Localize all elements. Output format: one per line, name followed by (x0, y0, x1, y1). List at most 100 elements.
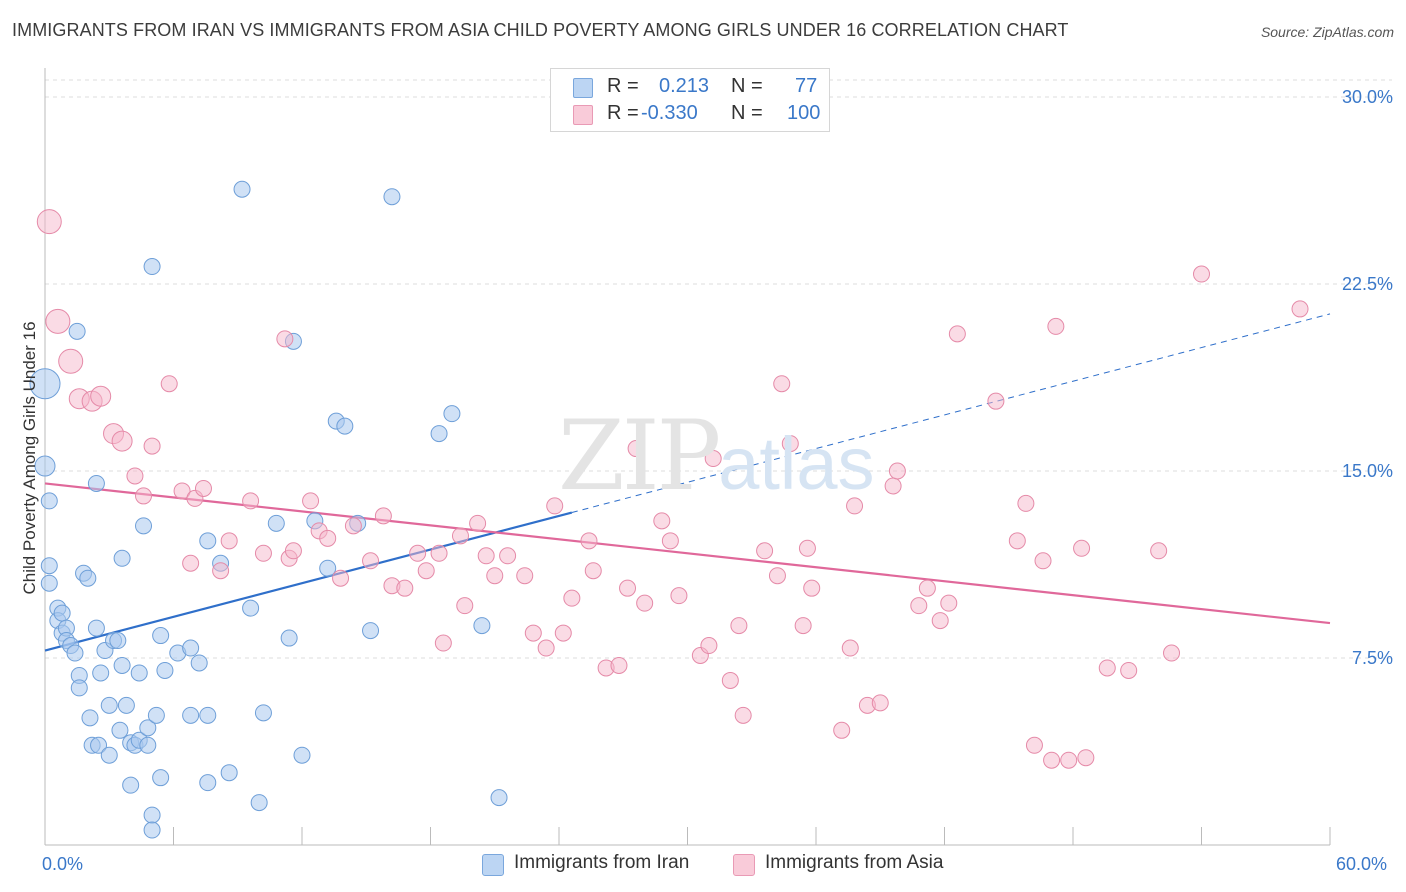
data-point-asia (940, 594, 958, 612)
data-point-asia (730, 617, 748, 635)
data-point-iran (40, 492, 58, 510)
data-point-asia (987, 392, 1005, 410)
data-point-asia (756, 542, 774, 560)
data-point-iran (113, 656, 131, 674)
data-point-iran (190, 654, 208, 672)
data-point-asia (319, 529, 337, 547)
data-point-asia (931, 612, 949, 630)
y-tick-labels: 7.5% 15.0% 22.5% 30.0% (1342, 87, 1393, 668)
data-point-asia (768, 567, 786, 585)
data-point-asia (332, 569, 350, 587)
data-point-asia (254, 544, 272, 562)
legend-r-label: R = (607, 102, 639, 124)
bottom-legend-swatch-iran (482, 854, 504, 876)
data-point-asia (580, 532, 598, 550)
grid-lines (45, 79, 1392, 659)
legend-r-value: 0.213 (659, 75, 710, 97)
data-point-asia (344, 517, 362, 535)
watermark-zip: ZIP (558, 400, 721, 512)
data-point-iran (53, 604, 71, 622)
watermark: ZIPatlas (558, 400, 875, 512)
data-point-asia (546, 497, 564, 515)
data-point-asia (781, 435, 799, 453)
legend-n-value: 77 (795, 75, 818, 97)
data-point-asia (1193, 265, 1210, 283)
data-point-iran (40, 557, 58, 575)
data-point-asia (194, 479, 212, 497)
data-point-asia (773, 375, 791, 393)
data-point-asia (803, 579, 821, 597)
y-axis-label: Child Poverty Among Girls Under 16 (20, 321, 39, 595)
y-tick-label: 30.0% (1342, 87, 1393, 107)
data-point-asia (1043, 751, 1061, 769)
legend-swatch-iran (573, 78, 593, 98)
data-point-asia (841, 639, 859, 657)
data-point-asia (721, 671, 739, 689)
data-point-asia (434, 634, 452, 652)
data-point-asia (1150, 542, 1168, 560)
data-point-iran (254, 704, 272, 722)
data-point-iran (92, 664, 110, 682)
data-point-asia (554, 624, 572, 642)
data-point-iran (130, 664, 148, 682)
data-point-asia (627, 440, 645, 458)
data-point-asia (477, 547, 495, 565)
data-point-iran (430, 425, 448, 443)
bottom-legend-label-asia: Immigrants from Asia (765, 852, 944, 873)
data-point-iran (233, 180, 251, 198)
data-point-asia (111, 430, 133, 452)
data-point-iran (100, 696, 118, 714)
data-point-asia (1034, 552, 1052, 570)
data-point-iran (100, 746, 118, 764)
legend-n-label: N = (731, 102, 763, 124)
data-point-iran (383, 188, 401, 206)
data-point-asia (846, 497, 864, 515)
trend-line-asia (44, 482, 1331, 625)
data-point-asia (486, 567, 504, 585)
bottom-legend-swatch-asia (733, 854, 755, 876)
data-point-asia (374, 507, 392, 525)
data-point-asia (451, 527, 469, 545)
data-point-iran (152, 769, 170, 787)
data-point-iran (135, 517, 153, 535)
data-point-asia (871, 694, 889, 712)
data-point-iran (40, 574, 58, 592)
data-point-asia (653, 512, 671, 530)
data-point-asia (794, 617, 812, 635)
data-point-asia (456, 597, 474, 615)
data-point-asia (661, 532, 679, 550)
data-point-iran (199, 706, 217, 724)
data-point-iran (81, 709, 99, 727)
data-point-asia (524, 624, 542, 642)
data-point-asia (135, 487, 153, 505)
data-point-asia (469, 514, 487, 532)
data-point-iran (122, 776, 140, 794)
y-tick-label: 15.0% (1342, 461, 1393, 481)
data-point-iran (250, 794, 268, 812)
data-point-asia (704, 450, 722, 468)
data-point-asia (90, 385, 112, 407)
data-point-iran (319, 559, 337, 577)
data-point-asia (1025, 736, 1043, 754)
data-point-iran (109, 632, 127, 650)
data-point-asia (910, 597, 928, 615)
data-point-asia (610, 656, 628, 674)
data-point-iran (66, 644, 84, 662)
data-point-iran (182, 706, 200, 724)
data-point-asia (220, 532, 238, 550)
legend-r-label: R = (607, 75, 639, 97)
data-point-asia (143, 437, 161, 455)
data-point-asia (734, 706, 752, 724)
data-point-asia (396, 579, 414, 597)
data-point-iran (113, 549, 131, 567)
data-point-iran (182, 639, 200, 657)
data-point-iran (199, 532, 217, 550)
data-point-iran (139, 719, 157, 737)
data-point-asia (284, 542, 302, 560)
data-point-iran (87, 474, 105, 492)
trend-line-iran (44, 511, 573, 652)
data-point-asia (1073, 539, 1091, 557)
data-point-asia (409, 544, 427, 562)
data-point-iran (490, 789, 508, 807)
data-point-iran (293, 746, 311, 764)
